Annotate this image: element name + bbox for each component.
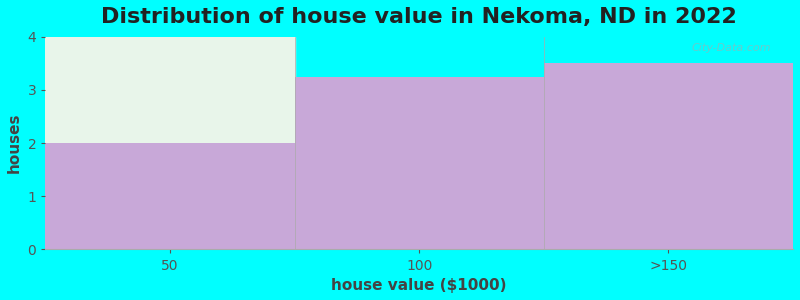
Text: City-Data.com: City-Data.com [691, 43, 770, 53]
Bar [294, 77, 544, 250]
X-axis label: house value ($1000): house value ($1000) [331, 278, 507, 293]
Bar [544, 63, 793, 250]
Bar [46, 37, 294, 250]
Title: Distribution of house value in Nekoma, ND in 2022: Distribution of house value in Nekoma, N… [102, 7, 737, 27]
Y-axis label: houses: houses [7, 113, 22, 173]
Bar [46, 143, 294, 250]
